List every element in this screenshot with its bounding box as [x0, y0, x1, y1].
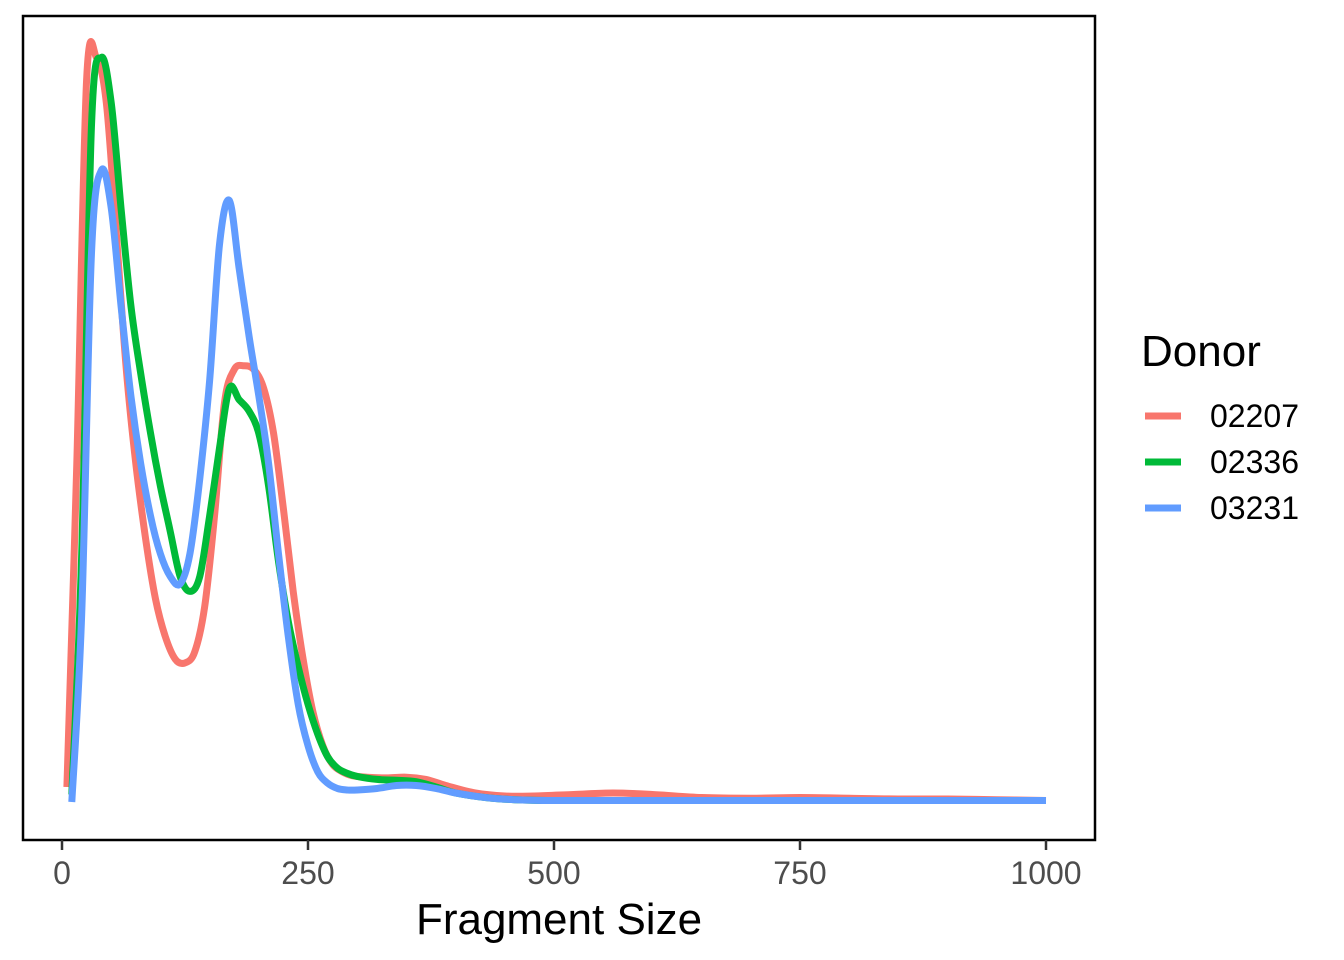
x-tick-label: 500	[527, 855, 580, 891]
legend-label-03231: 03231	[1210, 490, 1299, 526]
series-layer	[63, 38, 1047, 805]
legend-label-02207: 02207	[1210, 398, 1299, 434]
legend-title: Donor	[1141, 327, 1261, 376]
series-line-03231	[68, 165, 1046, 805]
plot-panel-border	[21, 14, 1097, 842]
x-axis-title: Fragment Size	[416, 895, 702, 944]
x-tick-label: 250	[281, 855, 334, 891]
legend: Donor 02207 02336 03231	[1141, 327, 1299, 526]
x-tick-label: 0	[53, 855, 71, 891]
x-axis: 0 250 500 750 1000	[53, 840, 1082, 891]
x-tick-label: 750	[773, 855, 826, 891]
x-tick-label: 1000	[1010, 855, 1081, 891]
legend-label-02336: 02336	[1210, 444, 1299, 480]
legend-items: 02207 02336 03231	[1145, 398, 1299, 526]
